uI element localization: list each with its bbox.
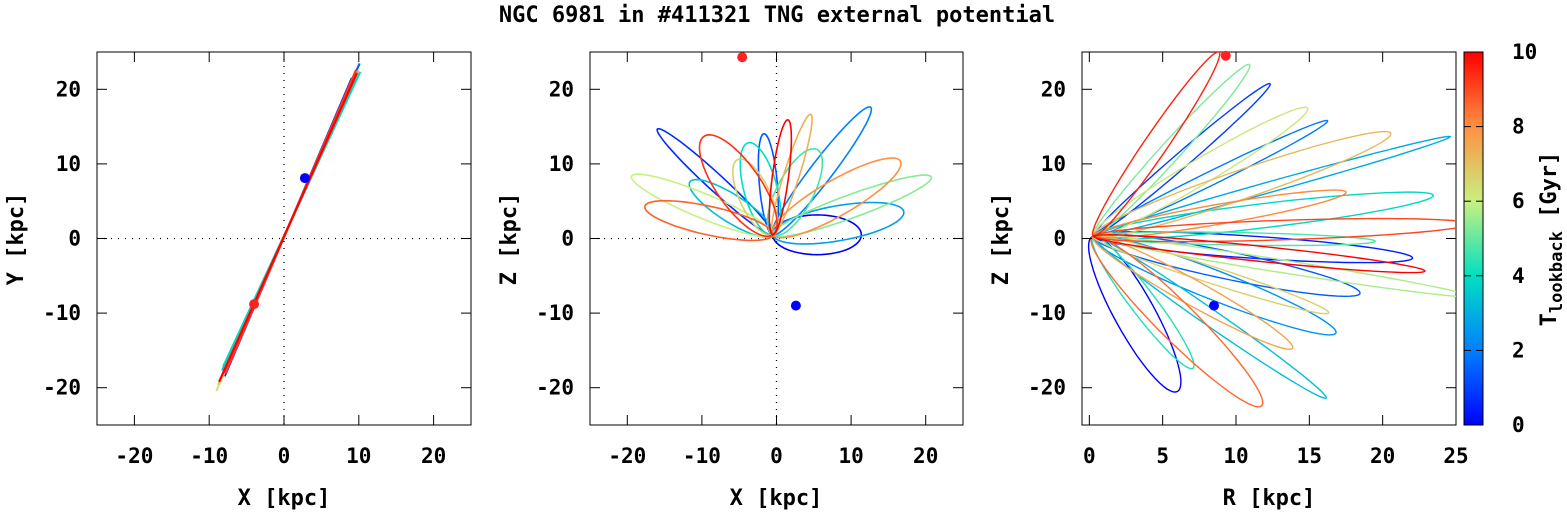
orbit-loop: [1087, 235, 1182, 393]
orbit-loop: [1092, 119, 1329, 238]
start-point-marker: [790, 300, 801, 311]
x-tick-label: -20: [115, 444, 153, 468]
x-tick-label: -20: [608, 444, 646, 468]
x-tick-label: 10: [1223, 444, 1248, 468]
orbit-segment: [218, 72, 359, 383]
colorbar-label-unit: [Gyr]: [1537, 152, 1562, 231]
orbit-loop: [1092, 63, 1251, 238]
end-point-marker: [737, 52, 748, 63]
orbit-loop: [1092, 191, 1435, 241]
orbit-loop: [771, 157, 902, 239]
colorbar-tick-label: 10: [1512, 40, 1537, 64]
colorbar-tick-label: 2: [1512, 338, 1525, 362]
y-tick-label: 0: [561, 227, 574, 251]
orbit-loop: [1092, 135, 1452, 238]
colorbar-label: Tlookback [Gyr]: [1537, 152, 1567, 327]
y-axis-label: Z [kpc]: [989, 193, 1014, 286]
colorbar-gradient: [1463, 51, 1484, 426]
orbit-loop: [757, 132, 780, 236]
orbit-loop: [1092, 234, 1456, 297]
orbit-loop: [1092, 235, 1294, 351]
panel-r-z: R [kpc] Z [kpc] -20 -10 0 10 20 0 5 10 15 20 25: [989, 50, 1469, 511]
x-tick-label: 20: [421, 444, 446, 468]
orbit-loop: [643, 199, 774, 242]
end-point-marker: [249, 299, 260, 310]
x-tick-label: 10: [346, 444, 371, 468]
y-axis-label: Z [kpc]: [497, 193, 522, 286]
x-axis-label: X [kpc]: [238, 486, 331, 511]
start-point-marker: [299, 173, 310, 184]
colorbar: Tlookback [Gyr] 0 2 4 6 8 10: [1463, 40, 1567, 437]
orbit-loop: [739, 141, 782, 236]
x-axis-label: R [kpc]: [1223, 486, 1316, 511]
y-axis-label: Y [kpc]: [4, 193, 29, 286]
orbit-loop: [698, 133, 778, 238]
orbit-loop: [768, 118, 793, 236]
y-tick-label: 10: [56, 152, 81, 176]
y-tick-label: 20: [1041, 77, 1066, 101]
orbit-loop: [688, 178, 775, 239]
x-tick-label: 0: [278, 444, 291, 468]
orbit-loop: [630, 173, 774, 238]
plot-area: [1087, 52, 1456, 408]
panel-x-z: X [kpc] Z [kpc] -20 -10 0 10 20 -20 -10 0 10 20: [497, 51, 964, 511]
orbit-loop: [1092, 217, 1456, 243]
orbit-loop: [1091, 235, 1195, 370]
y-tick-label: -10: [536, 301, 574, 325]
colorbar-tick-label: 6: [1512, 189, 1525, 213]
orbit-loop: [1092, 130, 1392, 239]
x-axis-label: X [kpc]: [730, 486, 823, 511]
x-tick-label: 25: [1443, 444, 1468, 468]
x-tick-label: 20: [913, 444, 938, 468]
y-tick-label: -10: [1028, 301, 1066, 325]
orbit-loop: [1092, 106, 1309, 238]
x-tick-label: 15: [1297, 444, 1322, 468]
y-tick-label: 10: [1041, 152, 1066, 176]
y-tick-label: 10: [549, 152, 574, 176]
x-tick-label: 20: [1370, 444, 1395, 468]
x-tick-label: 5: [1156, 444, 1169, 468]
y-tick-label: 0: [68, 227, 81, 251]
orbit-loop: [772, 174, 933, 238]
x-tick-label: -10: [190, 444, 228, 468]
orbit-loop: [1092, 235, 1328, 400]
y-tick-label: 20: [549, 77, 574, 101]
plot-area: [590, 52, 963, 425]
x-tick-label: 10: [838, 444, 863, 468]
colorbar-label-sub: lookback: [1547, 231, 1567, 313]
colorbar-tick-label: 8: [1512, 115, 1525, 139]
orbit-loop: [771, 106, 873, 236]
y-tick-label: -10: [43, 301, 81, 325]
y-tick-label: -20: [1028, 376, 1066, 400]
plot-area: [97, 52, 471, 425]
y-tick-label: -20: [43, 376, 81, 400]
orbit-loop: [1092, 82, 1272, 238]
colorbar-tick-label: 0: [1512, 413, 1525, 437]
orbit-loop: [732, 158, 779, 237]
end-point-marker: [1220, 50, 1231, 61]
orbit-loop: [1092, 233, 1361, 298]
orbit-loop: [1092, 235, 1330, 315]
colorbar-tick-label: 4: [1512, 264, 1525, 288]
y-tick-label: 20: [56, 77, 81, 101]
orbit-loop: [770, 113, 813, 236]
panel-x-y: X [kpc] Y [kpc] -20 -10 0 10 20 -20 -10 0 10 20: [4, 51, 472, 511]
colorbar-label-main: T: [1537, 313, 1562, 326]
orbit-loop: [1092, 234, 1426, 274]
chart-title: NGC 6981 in #411321 TNG external potenti…: [499, 3, 1055, 28]
y-tick-label: 0: [1053, 227, 1066, 251]
x-tick-label: 0: [1083, 444, 1096, 468]
start-point-marker: [1209, 300, 1219, 311]
orbit-loop: [1090, 235, 1264, 408]
x-tick-label: -10: [683, 444, 721, 468]
x-tick-label: 0: [770, 444, 783, 468]
y-tick-label: -20: [536, 376, 574, 400]
orbit-loop: [1092, 189, 1347, 239]
orbit-loop: [1091, 52, 1221, 238]
